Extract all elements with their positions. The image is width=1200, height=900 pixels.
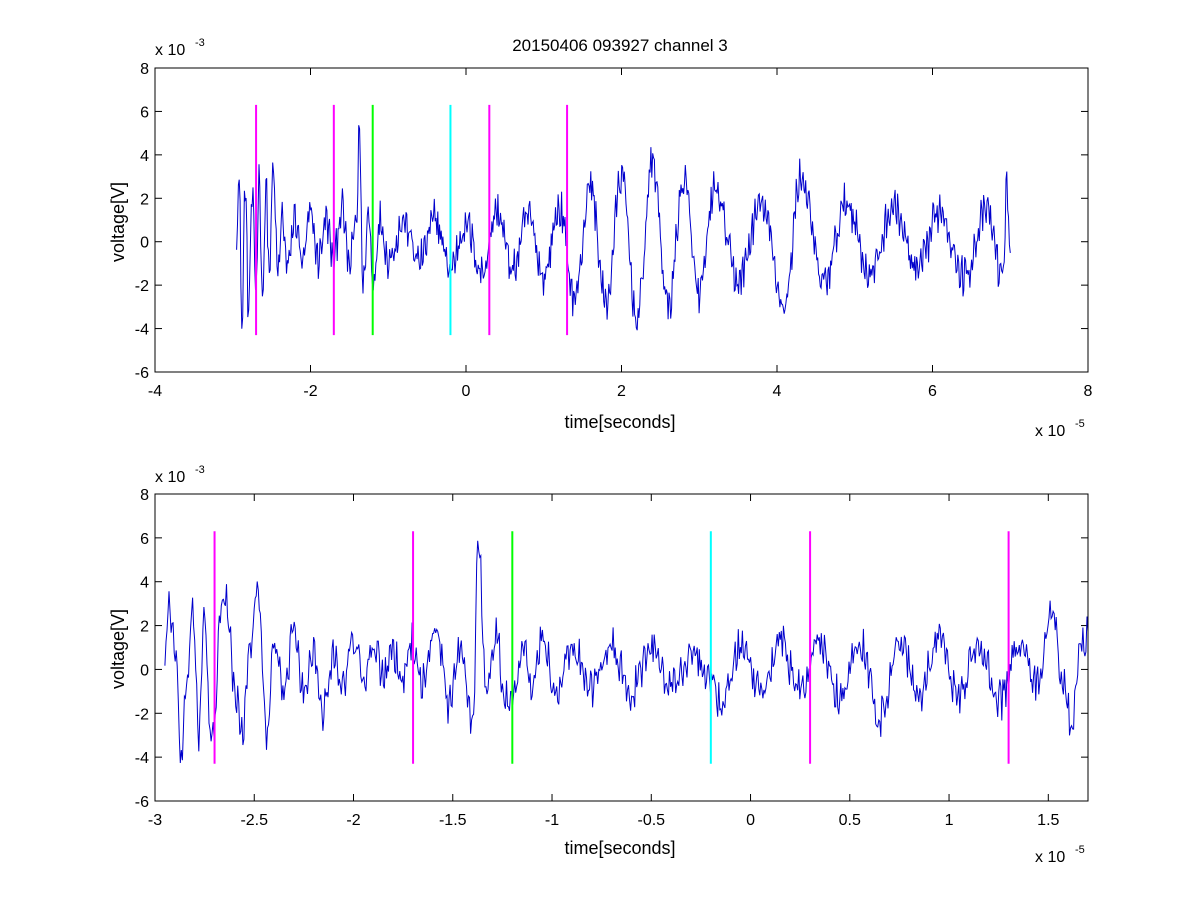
top-plot-x-tick-label: 6 xyxy=(928,383,937,400)
bottom-plot-y-tick-label: 8 xyxy=(140,487,149,504)
bottom-plot-x-exponent-base: x 10 xyxy=(1035,849,1065,866)
top-plot-y-tick-label: -6 xyxy=(135,365,149,382)
top-plot-x-tick-label: -2 xyxy=(303,383,317,400)
bottom-plot-y-tick-label: 6 xyxy=(140,531,149,548)
top-plot-markers xyxy=(255,104,569,336)
bottom-plot-y-tick-label: -2 xyxy=(135,706,149,723)
bottom-plot-y-tick-label: 0 xyxy=(140,662,149,679)
bottom-plot-x-tick-label: -3 xyxy=(148,812,162,829)
top-plot-title: 20150406 093927 channel 3 xyxy=(512,36,728,55)
top-plot: 20150406 093927 channel 3 x 10 -3 x 10 -… xyxy=(108,36,1093,440)
bottom-plot-x-tick-label: -0.5 xyxy=(637,812,665,829)
top-plot-y-axis-label: voltage[V] xyxy=(108,182,128,262)
bottom-plot-y-axis-label: voltage[V] xyxy=(108,609,128,689)
top-plot-axes-box xyxy=(154,67,1089,373)
bottom-plot-x-tick-label: 0.5 xyxy=(839,812,861,829)
bottom-plot-y-exponent-base: x 10 xyxy=(155,469,185,486)
bottom-plot-y-tick-label: -4 xyxy=(135,750,149,767)
bottom-plot-y-exponent-power: -3 xyxy=(195,464,205,476)
bottom-plot-y-exponent: x 10 -3 xyxy=(155,464,205,486)
top-plot-x-exponent: x 10 -5 xyxy=(1035,418,1085,440)
top-plot-x-axis-label: time[seconds] xyxy=(564,412,675,432)
top-plot-y-exponent-base: x 10 xyxy=(155,42,185,59)
bottom-plot-voltage-trace xyxy=(164,540,1089,764)
top-plot-y-tick-label: 4 xyxy=(140,148,149,165)
top-plot-x-tick-label: 0 xyxy=(462,383,471,400)
bottom-plot-x-tick-label: -2 xyxy=(346,812,360,829)
top-plot-x-tick-label: -4 xyxy=(148,383,162,400)
bottom-plot-x-tick-label: 1.5 xyxy=(1037,812,1059,829)
bottom-plot-x-exponent: x 10 -5 xyxy=(1035,844,1085,866)
top-plot-signals xyxy=(236,125,1011,331)
top-plot-y-tick-label: 0 xyxy=(140,235,149,252)
top-plot-voltage-trace xyxy=(236,125,1011,331)
bottom-plot-ticks: -3 -2.5 -2 -1.5 -1 -0.5 0 0.5 1 1.5 -6 -4 -2 0 2 4 6 8 xyxy=(135,487,1088,829)
bottom-plot-x-tick-label: -1.5 xyxy=(439,812,467,829)
top-plot-y-tick-label: -2 xyxy=(135,278,149,295)
top-plot-x-exponent-base: x 10 xyxy=(1035,423,1065,440)
top-plot-y-exponent: x 10 -3 xyxy=(155,37,205,59)
bottom-plot-markers xyxy=(213,531,1010,764)
top-plot-x-tick-label: 4 xyxy=(773,383,782,400)
bottom-plot-x-tick-label: -1 xyxy=(545,812,559,829)
top-plot-x-exponent-power: -5 xyxy=(1075,418,1085,430)
top-plot-x-tick-label: 8 xyxy=(1084,383,1093,400)
bottom-plot-x-tick-label: 1 xyxy=(945,812,954,829)
bottom-plot-x-exponent-power: -5 xyxy=(1075,844,1085,856)
bottom-plot-signals xyxy=(164,540,1089,764)
top-plot-x-tick-label: 2 xyxy=(617,383,626,400)
bottom-plot: x 10 -3 x 10 -5 time[seconds] voltage[V]… xyxy=(108,464,1089,866)
bottom-plot-y-tick-label: 2 xyxy=(140,619,149,636)
top-plot-y-tick-label: 2 xyxy=(140,191,149,208)
top-plot-y-tick-label: 6 xyxy=(140,104,149,121)
bottom-plot-x-tick-label: -2.5 xyxy=(240,812,268,829)
top-plot-y-tick-label: 8 xyxy=(140,61,149,78)
top-plot-y-exponent-power: -3 xyxy=(195,37,205,49)
bottom-plot-y-tick-label: -6 xyxy=(135,794,149,811)
bottom-plot-axes-box xyxy=(154,493,1089,802)
bottom-plot-x-axis-label: time[seconds] xyxy=(564,838,675,858)
bottom-plot-x-tick-label: 0 xyxy=(746,812,755,829)
bottom-plot-y-tick-label: 4 xyxy=(140,575,149,592)
top-plot-y-tick-label: -4 xyxy=(135,322,149,339)
